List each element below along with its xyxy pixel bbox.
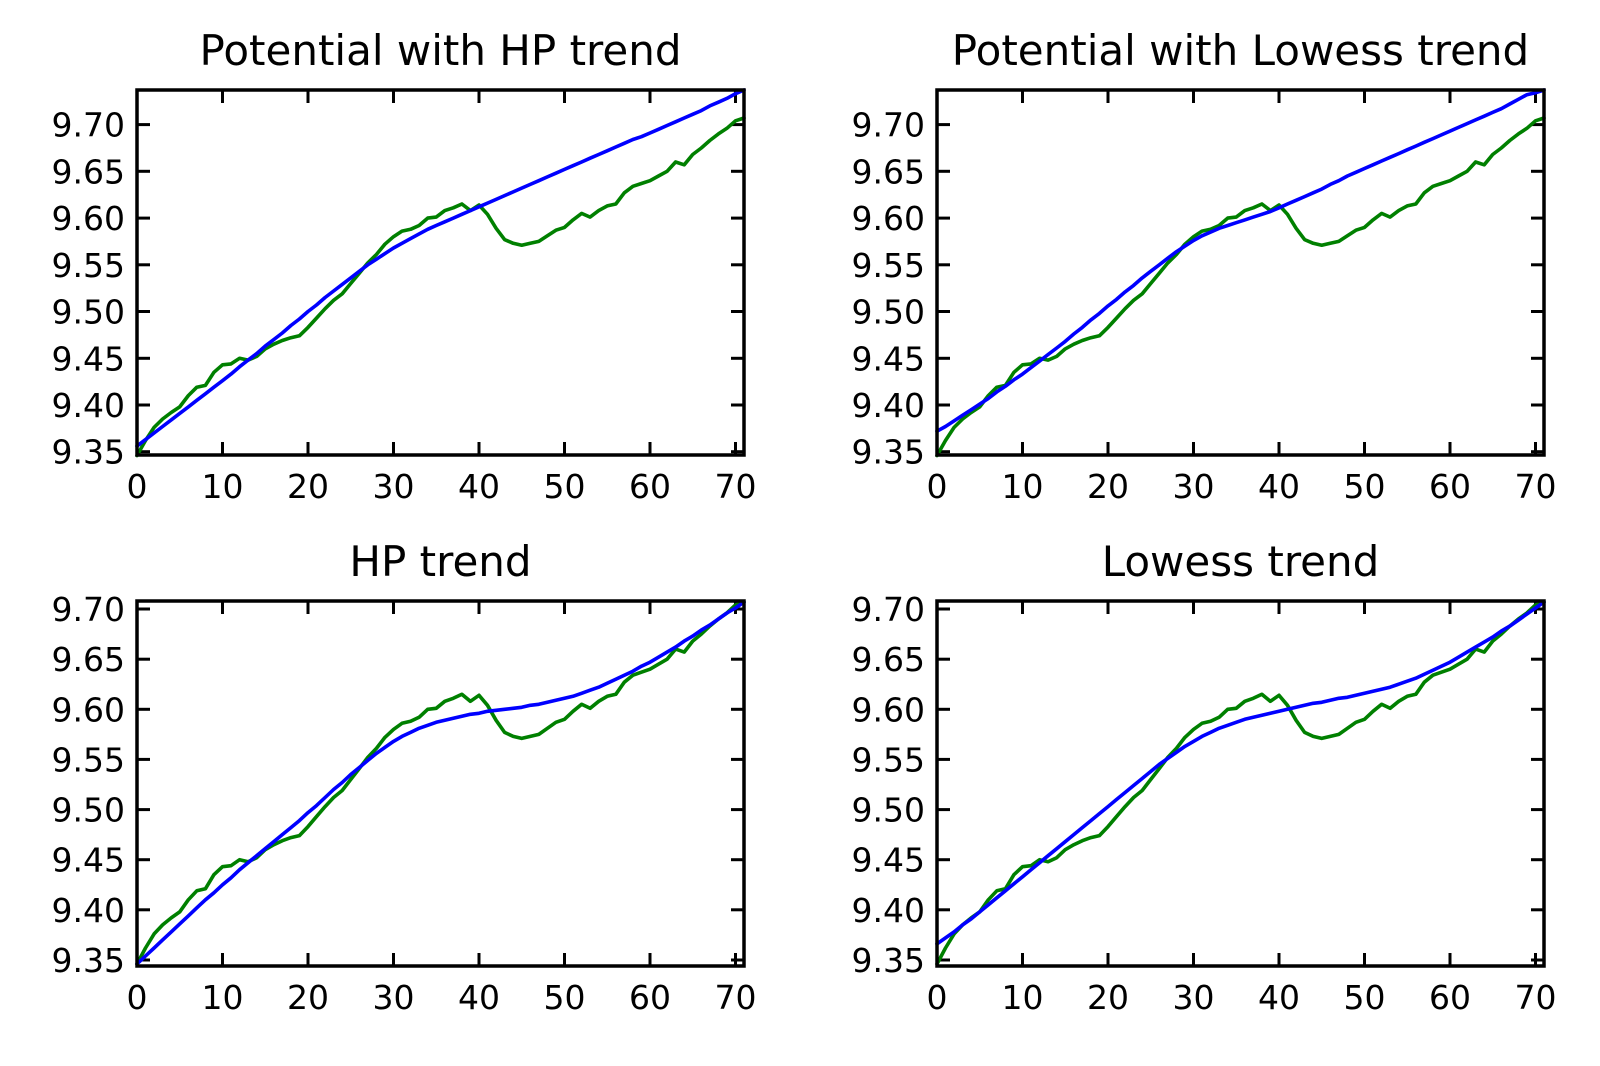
- subplot-lowess-trend: Lowess trend 9.35 9.40 9.45 9.50 9.55 9.60 9.6…: [800, 533, 1600, 1066]
- subplot-potential-hp-trend: Potential with HP trend 9.35 9.40 9.45 9.50…: [0, 0, 800, 533]
- y-tick-label: 9.40: [52, 386, 125, 425]
- x-tick-label: 40: [458, 978, 500, 1017]
- x-tick-label: 50: [1344, 467, 1386, 506]
- x-tick-label: 50: [544, 978, 586, 1017]
- y-tick-label: 9.40: [52, 891, 125, 930]
- x-tick-label: 30: [373, 467, 415, 506]
- x-tick-label: 30: [1173, 467, 1215, 506]
- x-tick-label: 30: [1173, 978, 1215, 1017]
- y-tick-label: 9.50: [52, 293, 125, 332]
- x-tick-label: 40: [1258, 978, 1300, 1017]
- x-tick-label: 60: [1429, 978, 1471, 1017]
- y-tick-label: 9.35: [52, 433, 125, 472]
- y-tick-label: 9.55: [852, 246, 925, 285]
- y-tick-label: 9.70: [852, 106, 925, 145]
- x-tick-label: 0: [127, 978, 148, 1017]
- plot-area-potential-hp-trend: 9.35 9.40 9.45 9.50 9.55 9.60 9.65 9.70 0 10 20 30 4…: [52, 88, 757, 506]
- x-tick-label: 50: [1344, 978, 1386, 1017]
- x-tick-label: 40: [1258, 467, 1300, 506]
- axes-frame: [935, 88, 1546, 457]
- axes-frame: [935, 599, 1546, 968]
- y-tick-label: 9.60: [852, 690, 925, 729]
- x-tick-label: 0: [127, 467, 148, 506]
- x-tick-label: 60: [1429, 467, 1471, 506]
- y-tick-label: 9.60: [52, 690, 125, 729]
- x-tick-label: 10: [202, 467, 244, 506]
- x-tick-label: 50: [544, 467, 586, 506]
- y-tick-label: 9.70: [52, 106, 125, 145]
- y-tick-label: 9.35: [852, 941, 925, 980]
- actual-series-line: [935, 600, 1546, 966]
- hp-trend-line: [135, 600, 746, 966]
- x-tick-label: 20: [1087, 467, 1129, 506]
- plot-area-potential-lowess-trend: 9.35 9.40 9.45 9.50 9.55 9.60 9.65 9.70 0 10 20 30 4…: [852, 88, 1557, 506]
- actual-series-line: [135, 116, 746, 458]
- x-tick-label: 70: [1515, 978, 1557, 1017]
- y-tick-label: 9.45: [52, 339, 125, 378]
- axes-frame: [135, 88, 746, 457]
- y-tick-label: 9.50: [852, 791, 925, 830]
- potential-line: [135, 88, 746, 448]
- y-tick-label: 9.35: [852, 433, 925, 472]
- plot-title: Lowess trend: [1101, 537, 1380, 586]
- y-tick-label: 9.60: [852, 199, 925, 238]
- y-tick-label: 9.65: [52, 640, 125, 679]
- y-tick-label: 9.65: [852, 640, 925, 679]
- y-tick-label: 9.55: [52, 246, 125, 285]
- x-tick-label: 0: [927, 467, 948, 506]
- x-tick-label: 60: [629, 978, 671, 1017]
- y-tick-label: 9.50: [852, 293, 925, 332]
- y-tick-label: 9.70: [52, 590, 125, 629]
- x-tick-label: 30: [373, 978, 415, 1017]
- subplot-potential-lowess-trend: Potential with Lowess trend 9.35 9.40 9.45…: [800, 0, 1600, 533]
- x-tick-label: 20: [287, 978, 329, 1017]
- plot-area-lowess-trend: 9.35 9.40 9.45 9.50 9.55 9.60 9.65 9.70 0 10 20 30 4…: [852, 590, 1557, 1017]
- y-tick-label: 9.35: [52, 941, 125, 980]
- x-tick-label: 70: [715, 467, 757, 506]
- actual-series-line: [135, 600, 746, 966]
- x-tick-label: 70: [1515, 467, 1557, 506]
- x-tick-label: 10: [202, 978, 244, 1017]
- plot-title: HP trend: [349, 537, 532, 586]
- x-tick-label: 60: [629, 467, 671, 506]
- y-tick-label: 9.40: [852, 891, 925, 930]
- plot-area-hp-trend: 9.35 9.40 9.45 9.50 9.55 9.60 9.65 9.70 0 10 20 30 4…: [52, 590, 757, 1017]
- x-tick-label: 10: [1002, 467, 1044, 506]
- x-tick-label: 40: [458, 467, 500, 506]
- y-tick-label: 9.50: [52, 791, 125, 830]
- axes-frame: [135, 599, 746, 968]
- subplot-hp-trend: HP trend 9.35 9.40 9.45 9.50 9.55 9.60 9.65 9.7…: [0, 533, 800, 1066]
- actual-series-line: [935, 116, 1546, 458]
- plot-title: Potential with Lowess trend: [951, 26, 1530, 75]
- x-tick-label: 10: [1002, 978, 1044, 1017]
- x-tick-label: 20: [287, 467, 329, 506]
- y-tick-label: 9.55: [52, 740, 125, 779]
- x-tick-label: 20: [1087, 978, 1129, 1017]
- lowess-trend-line: [935, 600, 1546, 946]
- plot-title: Potential with HP trend: [199, 26, 682, 75]
- y-tick-label: 9.60: [52, 199, 125, 238]
- y-tick-label: 9.70: [852, 590, 925, 629]
- y-tick-label: 9.45: [52, 841, 125, 880]
- y-tick-label: 9.65: [52, 152, 125, 191]
- x-tick-label: 0: [927, 978, 948, 1017]
- y-tick-label: 9.40: [852, 386, 925, 425]
- x-tick-label: 70: [715, 978, 757, 1017]
- potential-line: [935, 88, 1546, 434]
- y-tick-label: 9.45: [852, 339, 925, 378]
- y-tick-label: 9.45: [852, 841, 925, 880]
- y-tick-label: 9.65: [852, 152, 925, 191]
- y-tick-label: 9.55: [852, 740, 925, 779]
